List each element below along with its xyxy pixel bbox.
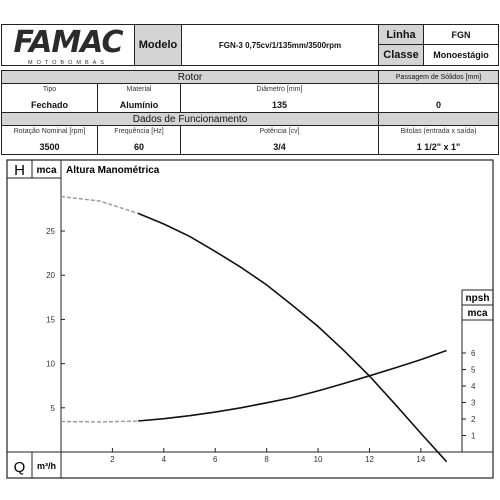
tipo-label: Tipo: [42, 86, 57, 93]
chart-frame: [6, 159, 494, 479]
diametro-cell: Diâmetro [mm] 135: [180, 83, 379, 113]
x-tick-label: 6: [213, 455, 218, 464]
brand-subtitle: MOTOBOMBAS: [28, 59, 108, 66]
y-right-tick-label: 1: [471, 432, 476, 441]
linha-label: Linha: [378, 24, 424, 45]
y-right-tick-label: 2: [471, 415, 476, 424]
head-curve-extrapolated: [60, 195, 139, 215]
npsh-curve: [138, 349, 447, 422]
x-tick-label: 4: [162, 455, 167, 464]
x-tick-label: 14: [416, 455, 425, 464]
y-right-tick-label: 5: [471, 366, 476, 375]
y-right-tick-label: 4: [471, 382, 476, 391]
x-tick-label: 10: [314, 455, 323, 464]
material-label: Material: [126, 86, 152, 93]
material-value: Alumínio: [119, 100, 159, 110]
h-unit: mca: [36, 165, 56, 176]
y-right-tick-label: 6: [471, 349, 476, 358]
chart-title: Altura Manométrica: [66, 165, 160, 176]
y-left-tick-label: 5: [51, 404, 56, 413]
diametro-label: Diâmetro [mm]: [256, 86, 303, 93]
potencia-value: 3/4: [273, 142, 286, 152]
material-cell: Material Alumínio: [97, 83, 181, 113]
modelo-value: FGN-3 0,75cv/1/135mm/3500rpm: [181, 24, 379, 66]
frequencia-value: 60: [133, 142, 144, 152]
y-left-tick-label: 25: [46, 227, 55, 236]
x-tick-label: 8: [264, 455, 269, 464]
rotacao-cell: Rotação Nominal [rpm] 3500: [1, 125, 98, 155]
classe-value: Monoestágio: [423, 44, 499, 66]
q-letter: Q: [14, 459, 26, 476]
classe-label: Classe: [378, 44, 424, 66]
potencia-label: Potência [cv]: [259, 128, 300, 135]
logo-box: FAMAC MOTOBOMBAS: [1, 24, 135, 66]
npsh-unit: mca: [467, 308, 487, 319]
y-left-tick-label: 20: [46, 271, 55, 280]
y-left-tick-label: 15: [46, 315, 55, 324]
npsh-label: npsh: [466, 293, 490, 304]
bitolas-cell: Bitolas (entrada x saída) 1 1/2" x 1": [378, 125, 499, 155]
rotacao-label: Rotação Nominal [rpm]: [13, 128, 86, 135]
bitolas-value: 1 1/2" x 1": [416, 142, 461, 152]
h-letter: H: [14, 162, 25, 179]
bitolas-label: Bitolas (entrada x saída): [400, 128, 477, 135]
x-tick-label: 12: [365, 455, 374, 464]
frequencia-cell: Frequência [Hz] 60: [97, 125, 181, 155]
diametro-value: 135: [271, 100, 288, 110]
q-unit: m³/h: [37, 461, 56, 471]
y-left-tick-label: 10: [46, 360, 55, 369]
passagem-value: 0: [435, 100, 441, 110]
brand-logo: FAMAC: [13, 24, 123, 60]
rotacao-value: 3500: [39, 142, 60, 152]
frequencia-label: Frequência [Hz]: [114, 128, 164, 135]
tipo-value: Fechado: [30, 100, 68, 110]
y-right-tick-label: 3: [471, 399, 476, 408]
head-curve: [137, 212, 448, 463]
npsh-curve-extrapolated: [60, 420, 139, 423]
potencia-cell: Potência [cv] 3/4: [180, 125, 379, 155]
x-tick-label: 2: [110, 455, 115, 464]
